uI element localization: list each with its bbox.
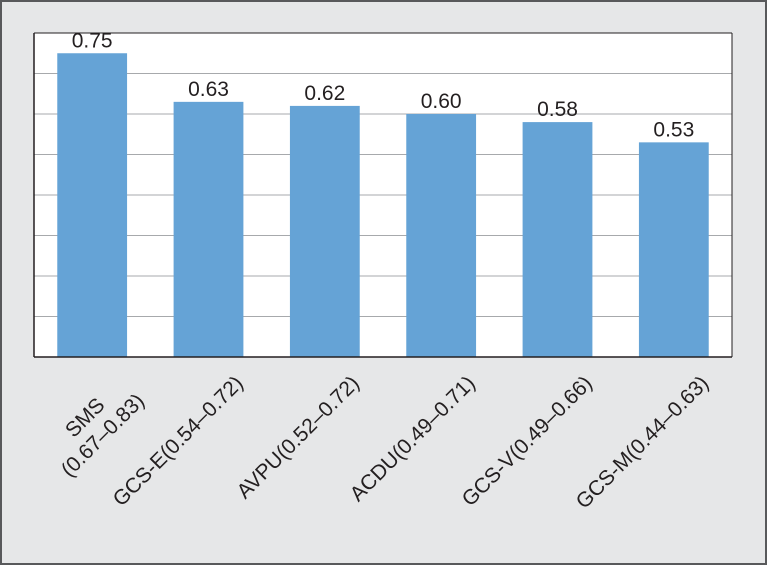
value-label: 0.58 [537, 98, 578, 121]
bar [57, 53, 128, 357]
bar [406, 114, 477, 357]
bar [173, 101, 244, 357]
value-label: 0.60 [421, 90, 462, 113]
bar [289, 105, 360, 358]
value-label: 0.62 [304, 82, 345, 105]
bar [638, 142, 709, 357]
bar [522, 122, 593, 357]
value-label: 0.53 [653, 118, 694, 141]
value-label: 0.63 [188, 78, 229, 101]
value-label: 0.75 [72, 29, 113, 52]
